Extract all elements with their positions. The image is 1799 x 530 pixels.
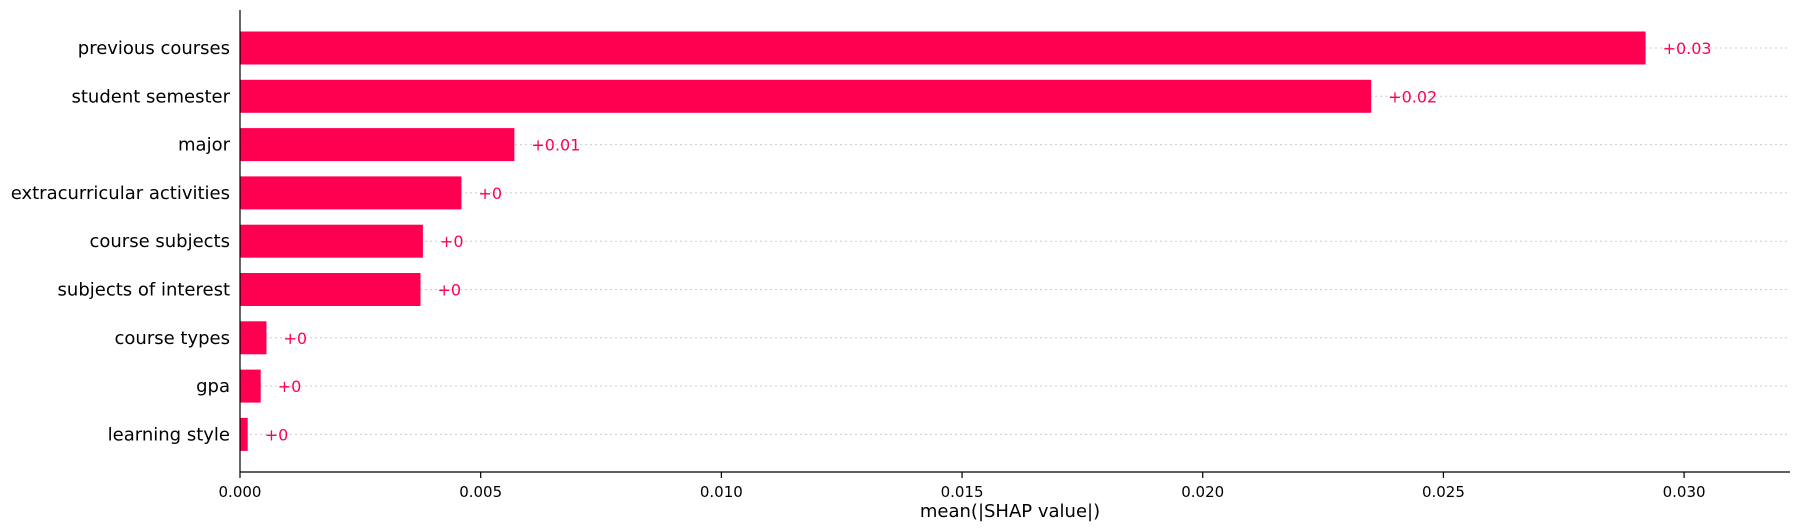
bar-value-label: +0.01 bbox=[531, 136, 580, 155]
bar bbox=[240, 176, 462, 210]
bar bbox=[240, 369, 261, 403]
x-tick-label: 0.020 bbox=[1181, 483, 1224, 501]
x-tick-label: 0.030 bbox=[1663, 483, 1706, 501]
bar bbox=[240, 321, 267, 355]
x-tick-label: 0.005 bbox=[459, 483, 502, 501]
bar-value-label: +0 bbox=[265, 425, 289, 444]
bar-value-label: +0 bbox=[438, 281, 462, 300]
category-label: learning style bbox=[108, 424, 230, 445]
bar-value-label: +0 bbox=[278, 377, 302, 396]
bar-value-label: +0.02 bbox=[1388, 87, 1437, 106]
x-tick-label: 0.025 bbox=[1422, 483, 1465, 501]
category-label: major bbox=[178, 135, 231, 156]
x-tick-label: 0.000 bbox=[219, 483, 262, 501]
bar bbox=[240, 31, 1646, 65]
bar-value-label: +0 bbox=[478, 184, 502, 203]
bar-layer: +0.03 +0.02 +0.01 +0 +0 +0 +0 +0 +0 bbox=[240, 31, 1712, 451]
bar bbox=[240, 417, 248, 451]
category-label: student semester bbox=[71, 86, 230, 107]
category-label: extracurricular activities bbox=[11, 183, 230, 204]
category-label: course types bbox=[115, 328, 230, 349]
category-label: previous courses bbox=[78, 38, 230, 59]
bar bbox=[240, 128, 515, 162]
category-label: gpa bbox=[196, 376, 230, 397]
category-label: subjects of interest bbox=[58, 280, 230, 301]
bar bbox=[240, 79, 1372, 113]
bar-value-label: +0 bbox=[440, 232, 464, 251]
bar-value-label: +0 bbox=[283, 329, 307, 348]
x-tick-label: 0.010 bbox=[700, 483, 743, 501]
axis-layer: previous courses student semester major ext… bbox=[11, 10, 1790, 501]
bar bbox=[240, 224, 423, 258]
x-tick-label: 0.015 bbox=[941, 483, 984, 501]
bar-value-label: +0.03 bbox=[1663, 39, 1712, 58]
bar bbox=[240, 273, 421, 306]
category-label: course subjects bbox=[89, 231, 230, 252]
x-axis-title: mean(|SHAP value|) bbox=[920, 501, 1100, 522]
